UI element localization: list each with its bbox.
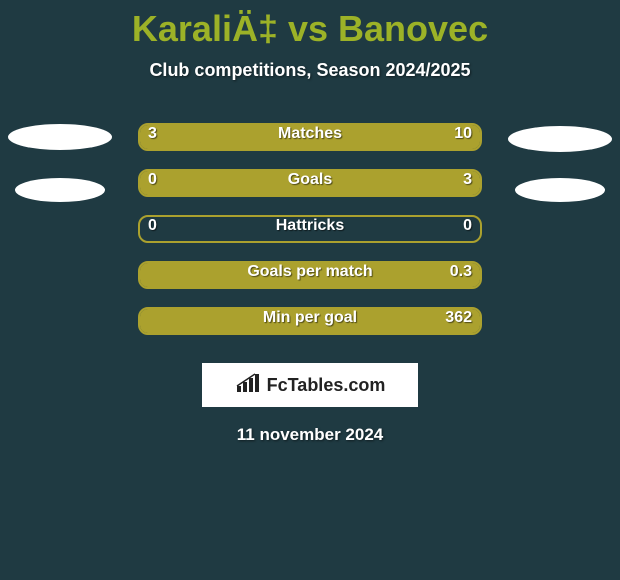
stat-value-left: 0 bbox=[148, 171, 157, 189]
comparison-card: KaraliÄ‡ vs Banovec Club competitions, S… bbox=[0, 0, 620, 580]
stat-row: Goals03 bbox=[0, 169, 620, 215]
stat-bar-track bbox=[138, 123, 482, 151]
footer-date: 11 november 2024 bbox=[0, 425, 620, 445]
stat-bar-fill-right bbox=[219, 125, 480, 149]
stat-value-right: 0 bbox=[463, 217, 472, 235]
stat-row: Hattricks00 bbox=[0, 215, 620, 261]
stat-bar-fill-right bbox=[140, 263, 480, 287]
bars-icon bbox=[235, 372, 261, 399]
source-logo-text: FcTables.com bbox=[267, 375, 386, 396]
stat-bar-track bbox=[138, 169, 482, 197]
stat-row: Min per goal362 bbox=[0, 307, 620, 353]
source-logo-box: FcTables.com bbox=[202, 363, 418, 407]
stat-bar-track bbox=[138, 307, 482, 335]
stat-value-left: 0 bbox=[148, 217, 157, 235]
stat-value-right: 362 bbox=[445, 309, 472, 327]
subtitle: Club competitions, Season 2024/2025 bbox=[0, 60, 620, 81]
page-title: KaraliÄ‡ vs Banovec bbox=[0, 0, 620, 50]
stat-bar-fill-right bbox=[140, 309, 480, 333]
stat-value-right: 3 bbox=[463, 171, 472, 189]
stat-bar-track bbox=[138, 261, 482, 289]
stat-value-right: 10 bbox=[454, 125, 472, 143]
stat-row: Matches310 bbox=[0, 123, 620, 169]
stat-row: Goals per match0.3 bbox=[0, 261, 620, 307]
stat-rows: Matches310Goals03Hattricks00Goals per ma… bbox=[0, 123, 620, 353]
stat-value-right: 0.3 bbox=[450, 263, 472, 281]
stat-value-left: 3 bbox=[148, 125, 157, 143]
stat-bar-fill-right bbox=[140, 171, 480, 195]
stat-bar-track bbox=[138, 215, 482, 243]
